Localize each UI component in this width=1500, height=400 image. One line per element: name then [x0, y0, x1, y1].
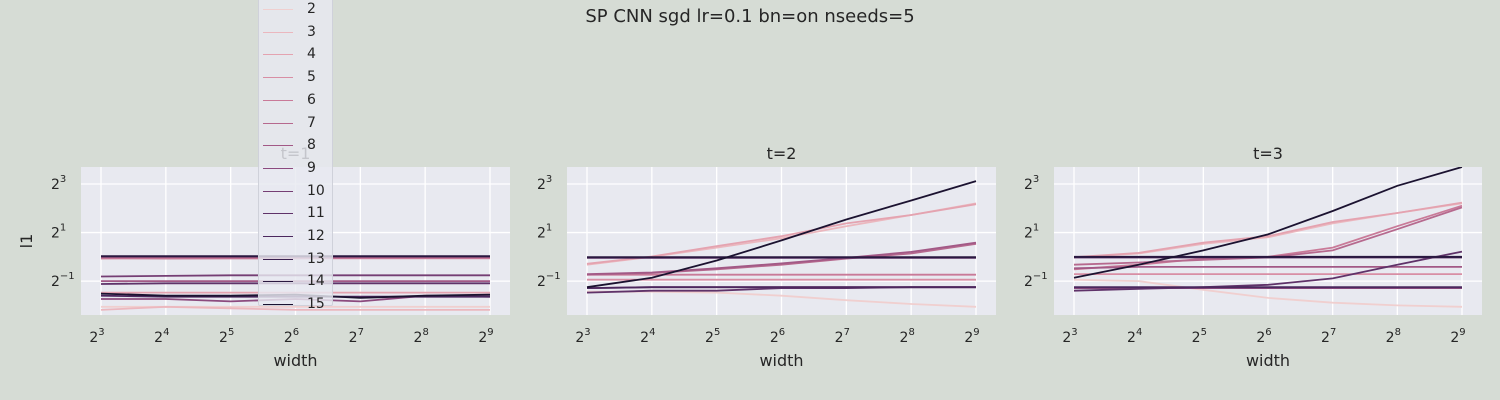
x-tick-label: 27 [1321, 327, 1336, 346]
series-line-8 [1073, 265, 1462, 270]
x-axis-label: width [273, 351, 317, 370]
series-line-4 [1073, 201, 1463, 259]
legend-swatch [263, 54, 293, 56]
x-tick-label: 27 [835, 327, 850, 346]
series-line-2 [1073, 278, 1463, 308]
series-line-11 [1073, 250, 1463, 292]
y-tick-label: 23 [51, 174, 66, 193]
x-tick-label: 24 [1127, 327, 1142, 346]
x-tick-label: 26 [770, 327, 785, 346]
legend-swatch [263, 99, 293, 101]
y-tick-label: 21 [1024, 223, 1039, 242]
x-tick-label: 26 [284, 327, 299, 346]
y-tick-label: 23 [537, 174, 552, 193]
y-tick-label: 2−1 [1024, 271, 1048, 290]
y-axis-label: l1 [17, 234, 36, 249]
y-tick-label: 23 [1024, 174, 1039, 193]
legend-swatch [263, 77, 293, 79]
x-tick-label: 28 [414, 327, 429, 346]
x-tick-label: 25 [219, 327, 234, 346]
series-line-15 [586, 180, 977, 289]
legend-label: 13 [307, 250, 325, 267]
y-tick-label: 21 [537, 223, 552, 242]
legend-label: 7 [307, 114, 316, 131]
legend-label: 8 [307, 137, 316, 154]
x-tick-label: 28 [1386, 327, 1401, 346]
x-tick-label: 28 [900, 327, 915, 346]
y-tick-label: 2−1 [537, 271, 561, 290]
legend-label: 5 [307, 69, 316, 86]
legend-label: 15 [307, 296, 325, 313]
series-line-15 [1073, 167, 1463, 279]
x-tick-label: 23 [89, 327, 104, 346]
x-axis-label: width [1246, 351, 1290, 370]
x-tick-label: 23 [1062, 327, 1077, 346]
series-line-2 [587, 290, 977, 308]
legend-swatch [263, 213, 293, 215]
x-tick-label: 23 [575, 327, 590, 346]
legend-label: 6 [307, 91, 316, 108]
x-axis-label: width [759, 351, 803, 370]
y-tick-label: 21 [51, 223, 66, 242]
x-tick-label: 25 [705, 327, 720, 346]
x-tick-label: 29 [1450, 327, 1465, 346]
y-tick-label: 2−1 [51, 271, 75, 290]
legend-label: 11 [307, 205, 325, 222]
x-tick-label: 24 [640, 327, 655, 346]
x-tick-label: 25 [1192, 327, 1207, 346]
legend-swatch [263, 31, 293, 33]
subplot-3: t=3 23 24 25 26 27 28 29 2−1 21 23 width [1024, 144, 1482, 370]
legend-swatch [263, 122, 293, 124]
subplot-title: t=2 [767, 144, 797, 163]
legend-swatch [263, 145, 293, 147]
subplot-2: t=2 23 24 25 26 27 28 29 2−1 21 23 width [537, 144, 996, 370]
x-tick-label: 29 [478, 327, 493, 346]
legend-label: 2 [307, 1, 316, 17]
x-tick-label: 29 [964, 327, 979, 346]
legend-label: 9 [307, 159, 316, 176]
figure-title: SP CNN sgd lr=0.1 bn=on nseeds=5 [585, 6, 914, 27]
x-tick-label: 26 [1256, 327, 1271, 346]
series-line-12 [586, 286, 976, 289]
subplot-title: t=3 [1253, 144, 1283, 163]
x-tick-label: 24 [154, 327, 169, 346]
legend-swatch [263, 167, 293, 169]
legend-label: 10 [307, 182, 325, 199]
x-tick-label: 27 [349, 327, 364, 346]
legend-swatch [263, 236, 293, 237]
series-line-8 [586, 241, 977, 275]
legend-swatch [263, 281, 293, 283]
legend-label: 4 [307, 46, 316, 63]
series-line-3 [100, 305, 490, 311]
legend-swatch [263, 9, 293, 10]
legend-label: 12 [307, 228, 325, 244]
legend-label: 3 [307, 23, 316, 40]
legend-swatch [263, 304, 293, 306]
legend-swatch [263, 258, 293, 260]
legend: 2 3 4 5 6 7 8 9 10 11 12 13 14 15 [258, 0, 333, 312]
legend-swatch [263, 190, 293, 192]
legend-label: 14 [307, 273, 325, 290]
